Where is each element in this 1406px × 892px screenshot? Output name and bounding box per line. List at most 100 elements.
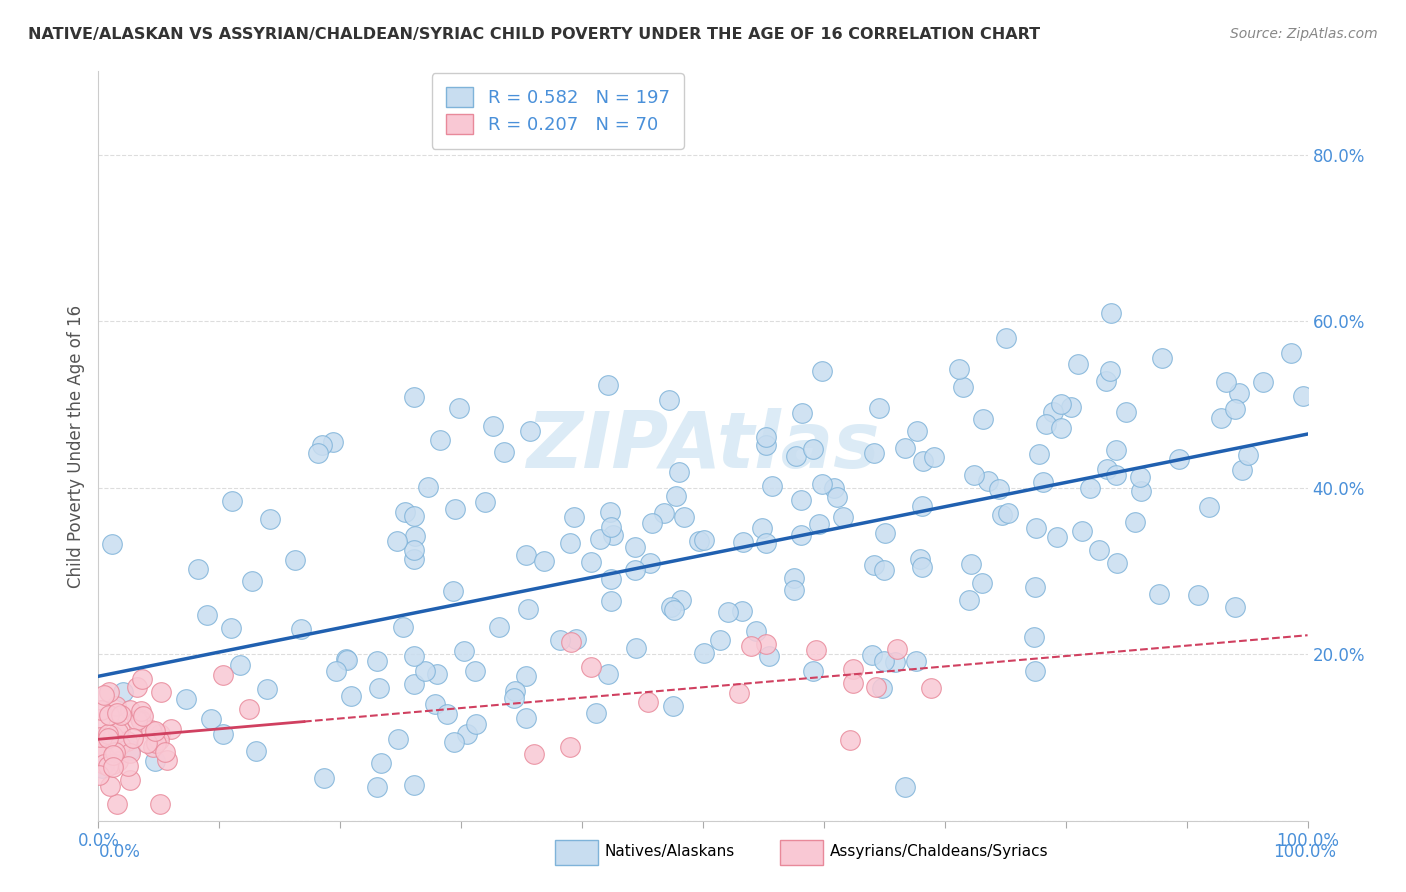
Point <box>1028 447 1050 461</box>
Point <box>366 654 388 668</box>
Point <box>515 548 537 562</box>
Point <box>370 756 392 771</box>
Text: 0.0%: 0.0% <box>98 843 141 861</box>
Point <box>640 557 662 571</box>
Point <box>758 648 780 663</box>
Point <box>785 449 807 463</box>
Point <box>922 450 945 464</box>
Point <box>93 757 115 772</box>
Point <box>842 662 865 676</box>
Point <box>89 712 111 726</box>
Point <box>755 438 778 452</box>
Point <box>1050 421 1073 435</box>
Point <box>825 490 848 504</box>
Point <box>245 744 267 758</box>
Point <box>823 481 845 495</box>
Text: NATIVE/ALASKAN VS ASSYRIAN/CHALDEAN/SYRIAC CHILD POVERTY UNDER THE AGE OF 16 COR: NATIVE/ALASKAN VS ASSYRIAN/CHALDEAN/SYRI… <box>28 27 1040 42</box>
Point <box>1292 389 1315 403</box>
Point <box>1022 630 1045 644</box>
Point <box>585 706 607 721</box>
Point <box>311 438 333 452</box>
Point <box>238 702 260 716</box>
Point <box>894 441 917 455</box>
Point <box>149 797 172 811</box>
Point <box>105 706 128 720</box>
Point <box>883 655 905 669</box>
Point <box>842 676 865 690</box>
Point <box>93 688 115 702</box>
Point <box>912 454 935 468</box>
Point <box>1042 405 1064 419</box>
Point <box>599 572 621 586</box>
Point <box>97 731 120 746</box>
Point <box>1152 351 1174 366</box>
Point <box>120 703 142 717</box>
Point <box>1078 482 1101 496</box>
Point <box>1050 397 1073 411</box>
Point <box>893 780 915 795</box>
Point <box>101 747 124 762</box>
Point <box>1279 345 1302 359</box>
Point <box>904 655 927 669</box>
Point <box>515 711 537 725</box>
Point <box>256 682 278 697</box>
Point <box>143 754 166 768</box>
Point <box>436 706 458 721</box>
Point <box>1098 364 1121 378</box>
Point <box>131 672 153 686</box>
Point <box>240 574 263 588</box>
Point <box>755 430 778 444</box>
Point <box>1232 463 1254 477</box>
Point <box>127 714 149 728</box>
Point <box>105 739 128 754</box>
Point <box>1105 443 1128 458</box>
Point <box>156 753 179 767</box>
Point <box>125 680 148 694</box>
Point <box>153 746 176 760</box>
Point <box>790 527 813 541</box>
Point <box>149 685 172 699</box>
Point <box>1130 483 1153 498</box>
Point <box>174 692 197 706</box>
Point <box>339 690 361 704</box>
Point <box>402 649 425 664</box>
Point <box>1149 587 1171 601</box>
Point <box>325 664 347 678</box>
Point <box>441 583 464 598</box>
Point <box>503 683 526 698</box>
Point <box>112 685 135 699</box>
Point <box>669 592 692 607</box>
Point <box>503 690 526 705</box>
Point <box>1187 588 1209 602</box>
Point <box>444 501 467 516</box>
Point <box>1125 515 1147 529</box>
Point <box>1031 475 1053 489</box>
Point <box>623 562 645 576</box>
Point <box>782 571 804 585</box>
Point <box>212 727 235 741</box>
Point <box>120 742 142 756</box>
Point <box>875 526 897 541</box>
Point <box>387 731 409 746</box>
Text: 100.0%: 100.0% <box>1272 843 1336 861</box>
Point <box>1024 665 1046 679</box>
Point <box>790 406 813 420</box>
Point <box>104 699 127 714</box>
Point <box>139 723 162 738</box>
Point <box>90 761 112 775</box>
Point <box>1211 410 1233 425</box>
Point <box>492 444 515 458</box>
Point <box>960 557 983 571</box>
Point <box>120 772 142 787</box>
Point <box>905 424 928 438</box>
Point <box>783 583 806 598</box>
Point <box>731 604 754 618</box>
Point <box>129 714 152 728</box>
Point <box>101 756 124 771</box>
Point <box>803 664 825 678</box>
Point <box>560 635 582 649</box>
Point <box>107 725 129 739</box>
Point <box>1046 530 1069 544</box>
Point <box>101 729 124 743</box>
Point <box>665 489 688 503</box>
